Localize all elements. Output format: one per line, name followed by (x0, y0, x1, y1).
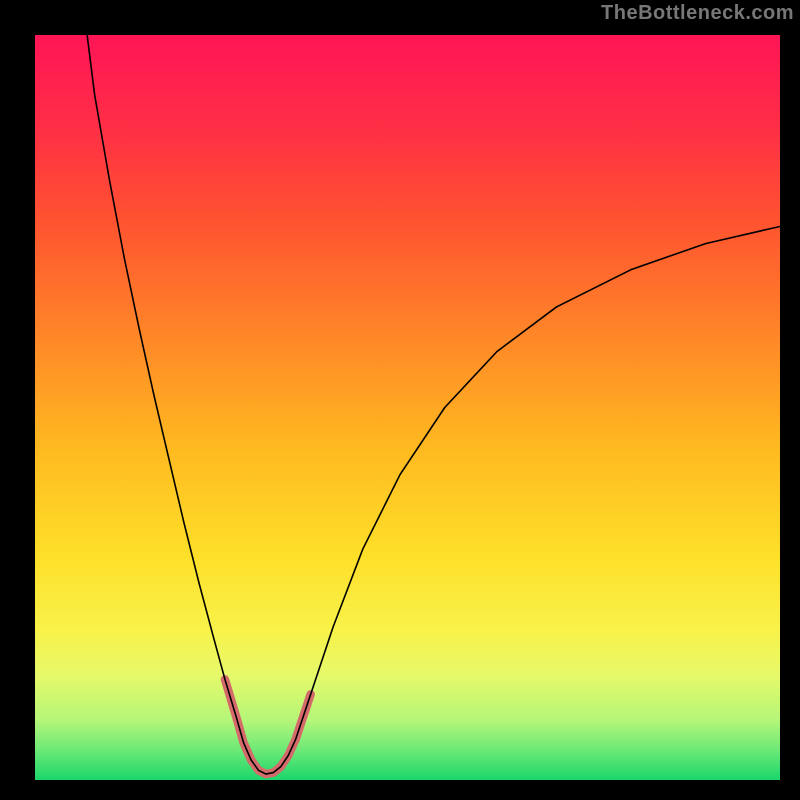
chart-canvas (0, 0, 800, 800)
plot-background-gradient (35, 35, 780, 780)
watermark-label: TheBottleneck.com (601, 2, 794, 25)
bottleneck-chart-figure: TheBottleneck.com (0, 0, 800, 800)
